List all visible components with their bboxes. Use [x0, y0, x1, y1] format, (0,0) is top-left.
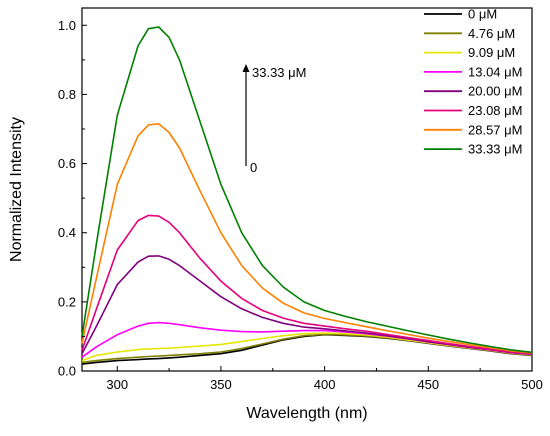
legend-label-1: 4.76 μM: [468, 26, 515, 41]
y-tick-label: 0.2: [58, 294, 76, 309]
y-axis-title: Normalized Intensity: [8, 117, 25, 262]
legend-label-5: 23.08 μM: [468, 103, 522, 118]
series-line-7: [81, 26, 533, 354]
y-tick-label: 0.6: [58, 156, 76, 171]
y-tick-label: 0.8: [58, 87, 76, 102]
legend-label-2: 9.09 μM: [468, 45, 515, 60]
plot-border: [81, 7, 533, 372]
legend-label-4: 20.00 μM: [468, 84, 522, 99]
x-axis-title: Wavelength (nm): [246, 405, 367, 422]
arrow-head: [242, 64, 250, 72]
y-tick-label: 0.0: [58, 364, 76, 379]
plot-frame: [81, 7, 533, 372]
legend-label-7: 33.33 μM: [468, 142, 522, 157]
x-tick-label: 300: [106, 377, 128, 392]
arrow-bottom-label: 0: [250, 160, 257, 175]
series-line-4: [81, 255, 533, 355]
x-tick-label: 400: [314, 377, 336, 392]
series-layer: [81, 26, 533, 365]
y-tick-label: 1.0: [58, 18, 76, 33]
annotation: 33.33 μM 0: [242, 64, 306, 175]
x-tick-label: 500: [521, 377, 543, 392]
x-tick-label: 450: [417, 377, 439, 392]
x-tick-label: 350: [210, 377, 232, 392]
arrow-top-label: 33.33 μM: [252, 65, 306, 80]
series-line-5: [81, 214, 533, 355]
legend-label-0: 0 μM: [468, 7, 497, 22]
legend-label-6: 28.57 μM: [468, 122, 522, 137]
legend-label-3: 13.04 μM: [468, 64, 522, 79]
axis-layer: 300 350 400 450 500 0.0 0.2 0.4 0.6 0.8 1.0: [58, 18, 543, 392]
y-tick-label: 0.4: [58, 225, 76, 240]
series-line-6: [81, 123, 533, 354]
legend: 0 μM 4.76 μM 9.09 μM 13.04 μM 20.00 μM 23.08 …: [424, 7, 522, 157]
